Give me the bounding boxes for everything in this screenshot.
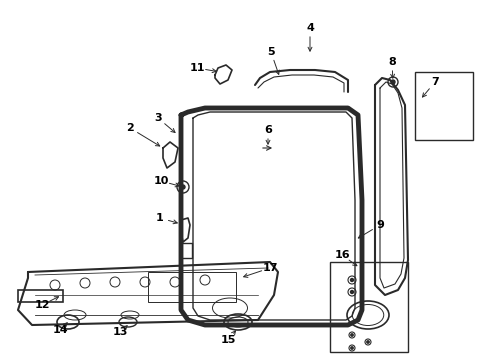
Text: 3: 3 — [154, 113, 162, 123]
Circle shape — [366, 341, 368, 343]
Text: 15: 15 — [220, 335, 235, 345]
Circle shape — [350, 279, 353, 282]
Text: 17: 17 — [262, 263, 277, 273]
Text: 5: 5 — [266, 47, 274, 57]
Bar — [18, 290, 63, 302]
Circle shape — [350, 291, 353, 293]
Text: 12: 12 — [34, 300, 50, 310]
Circle shape — [390, 80, 394, 84]
Circle shape — [181, 185, 184, 189]
Text: 10: 10 — [153, 176, 168, 186]
Text: 4: 4 — [305, 23, 313, 33]
Bar — [414, 72, 472, 140]
Text: 6: 6 — [264, 125, 271, 135]
Text: 13: 13 — [112, 327, 127, 337]
Bar — [148, 272, 236, 302]
Text: 16: 16 — [333, 250, 349, 260]
Text: 8: 8 — [387, 57, 395, 67]
Text: 2: 2 — [126, 123, 134, 133]
Bar — [329, 262, 407, 352]
Text: 14: 14 — [52, 325, 68, 335]
Text: 11: 11 — [189, 63, 204, 73]
Text: 1: 1 — [156, 213, 163, 223]
Text: 9: 9 — [375, 220, 383, 230]
Circle shape — [350, 334, 352, 336]
Circle shape — [350, 347, 352, 349]
Text: 7: 7 — [430, 77, 438, 87]
